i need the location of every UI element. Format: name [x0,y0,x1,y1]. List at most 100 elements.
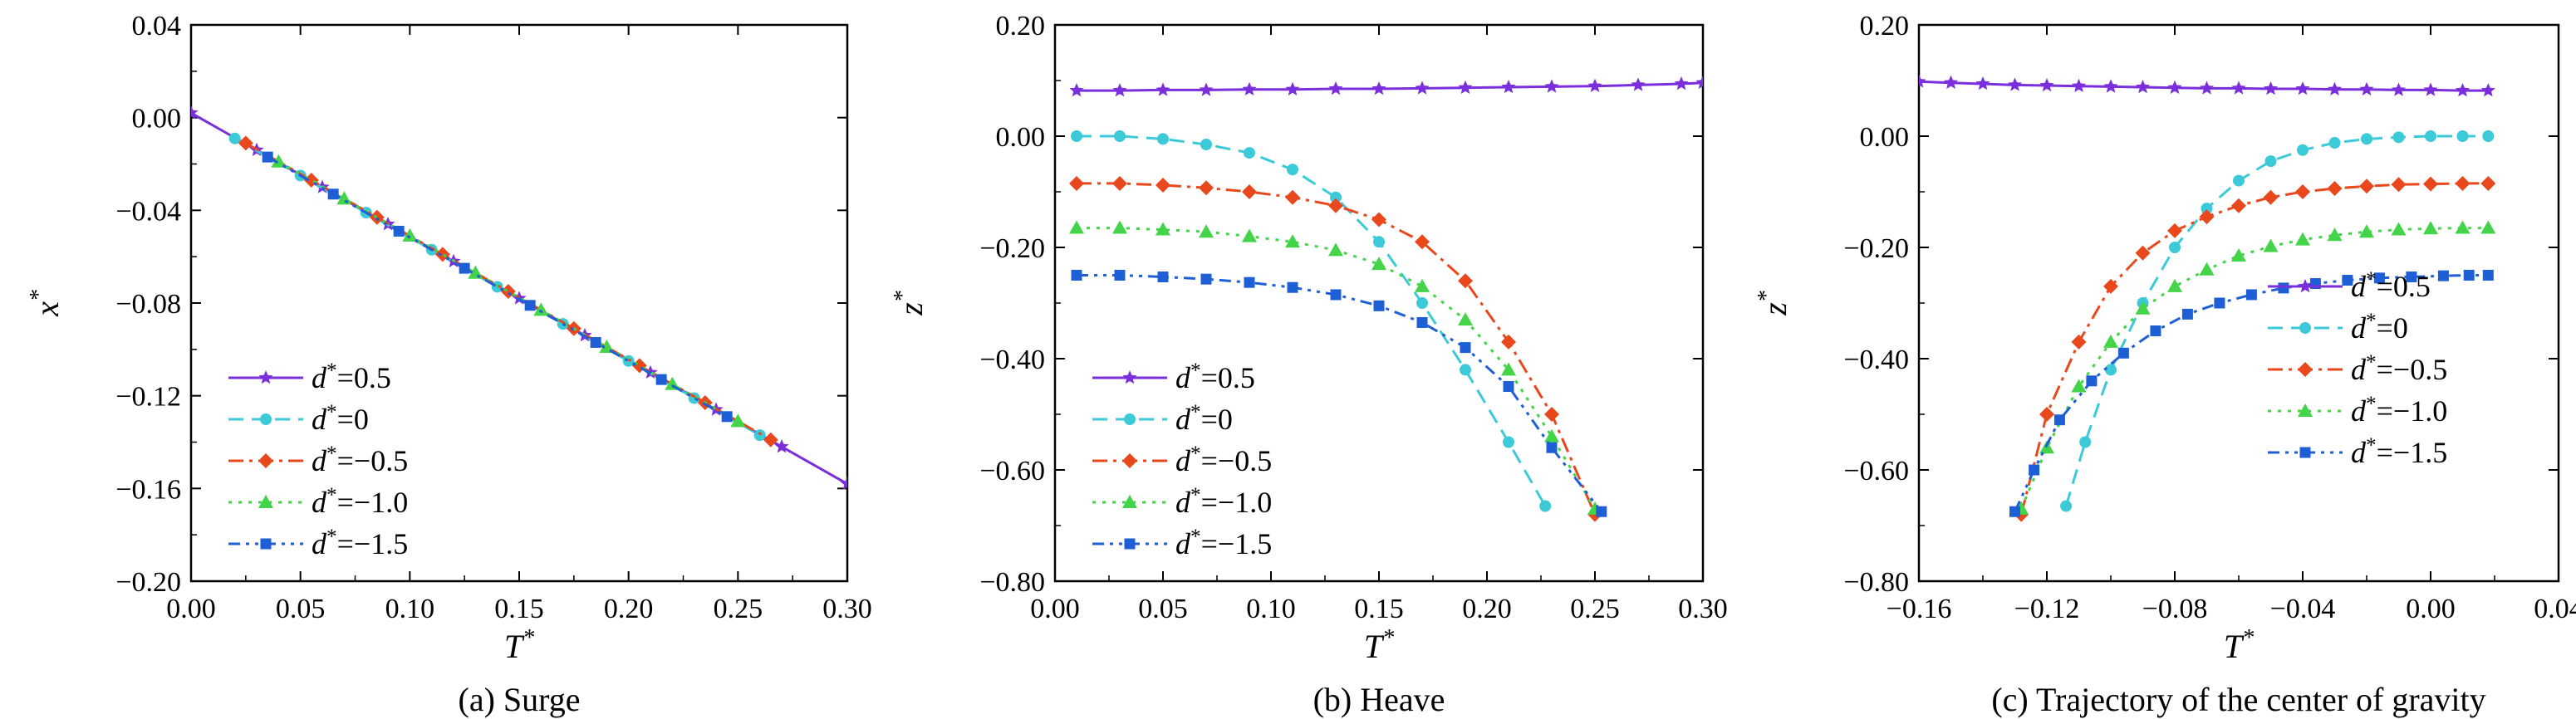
y-axis-title: z* [890,291,930,316]
data-point [2359,81,2374,95]
x-tick-label: 0.05 [1138,594,1188,624]
data-point [1544,407,1559,422]
data-point [721,411,733,423]
data-point [1287,281,1298,293]
x-tick-label: 0.15 [494,594,544,624]
y-tick-label: −0.08 [115,289,181,320]
x-tick-label: 0.10 [1246,594,1296,624]
data-point [1156,82,1170,96]
x-tick-label: 0.25 [714,594,763,624]
data-point [2103,278,2118,294]
legend-marker [2299,322,2311,334]
data-point [774,439,789,453]
y-tick-label: −0.04 [115,196,181,227]
x-tick-label: −0.16 [1887,594,1952,624]
data-point [2233,174,2245,187]
data-point [2263,238,2279,252]
data-point [1503,436,1514,448]
data-point [2455,175,2471,191]
panel-caption: (a) Surge [459,681,581,718]
y-tick-label: 0.00 [132,104,182,135]
data-point [402,228,418,242]
x-tick-label: 0.20 [1462,594,1512,624]
data-point [2361,133,2372,145]
x-axis-title: T* [504,625,534,666]
legend-label: d*=0 [1175,401,1233,437]
legend-label: d*=0 [312,401,369,437]
data-point [2007,77,2023,91]
series-5 [1071,270,1607,517]
data-point [1546,442,1558,453]
data-point [763,432,778,448]
data-point [2214,297,2225,309]
data-point [1156,222,1170,236]
data-point [2039,407,2054,422]
data-point [1328,198,1343,213]
data-point [2150,325,2161,336]
data-point [2135,301,2151,315]
legend-label: d*=−1.5 [1175,526,1272,561]
legend-marker [2298,404,2313,417]
legend-marker [260,413,272,425]
data-point [2342,275,2353,286]
legend-marker [1122,453,1137,468]
data-point [2079,436,2092,448]
data-point [1199,224,1214,238]
data-point [1631,77,1646,91]
data-point [2297,144,2309,156]
data-point [2327,180,2343,196]
data-point [524,300,536,311]
data-point [2199,209,2215,225]
data-point [1200,139,1212,151]
panel-caption: (b) Heave [1313,681,1445,718]
y-tick-label: −0.16 [115,474,181,505]
legend-label: d*=0.5 [1175,360,1255,395]
data-point [2480,83,2495,97]
y-tick-label: −0.40 [979,345,1045,375]
data-point [2135,80,2151,94]
data-point [2392,131,2405,144]
legend-label: d*=−1.0 [2351,393,2447,428]
data-point [1328,81,1343,95]
data-point [1112,220,1127,234]
data-point [1371,81,1386,95]
data-point [2167,80,2182,94]
data-point [1069,220,1084,234]
data-point [2231,81,2246,95]
data-point [1285,81,1300,95]
data-point [262,151,273,163]
y-tick-label: 0.20 [1860,11,1910,42]
data-point [1501,362,1516,376]
y-tick-label: 0.20 [996,11,1046,42]
data-point [1695,75,1703,89]
data-point [730,413,746,428]
data-point [1200,273,1212,285]
data-point [2391,82,2407,96]
legend-label: d*=−1.5 [312,526,408,561]
data-point [2391,177,2407,193]
series-line [1077,135,1547,507]
data-point [1539,500,1552,512]
x-tick-label: −0.12 [2014,594,2080,624]
data-point [2406,271,2417,283]
data-point [2423,221,2438,235]
data-point [2117,347,2129,359]
legend-marker [2298,362,2313,377]
y-tick-label: 0.00 [996,122,1046,153]
x-tick-label: 0.05 [276,594,326,624]
data-point [1544,428,1559,443]
data-point [1157,271,1169,283]
data-point [2327,81,2343,95]
y-tick-label: −0.80 [979,567,1045,598]
y-tick-label: −0.20 [115,567,181,598]
data-point [1458,312,1473,326]
series-line [267,155,728,418]
data-point [753,429,766,442]
series-2 [2060,130,2495,512]
data-point [1071,130,1082,142]
data-point [1330,191,1342,203]
data-point [2359,179,2374,194]
legend-marker [258,453,273,468]
data-point [2245,289,2257,301]
legend-marker [258,495,273,508]
